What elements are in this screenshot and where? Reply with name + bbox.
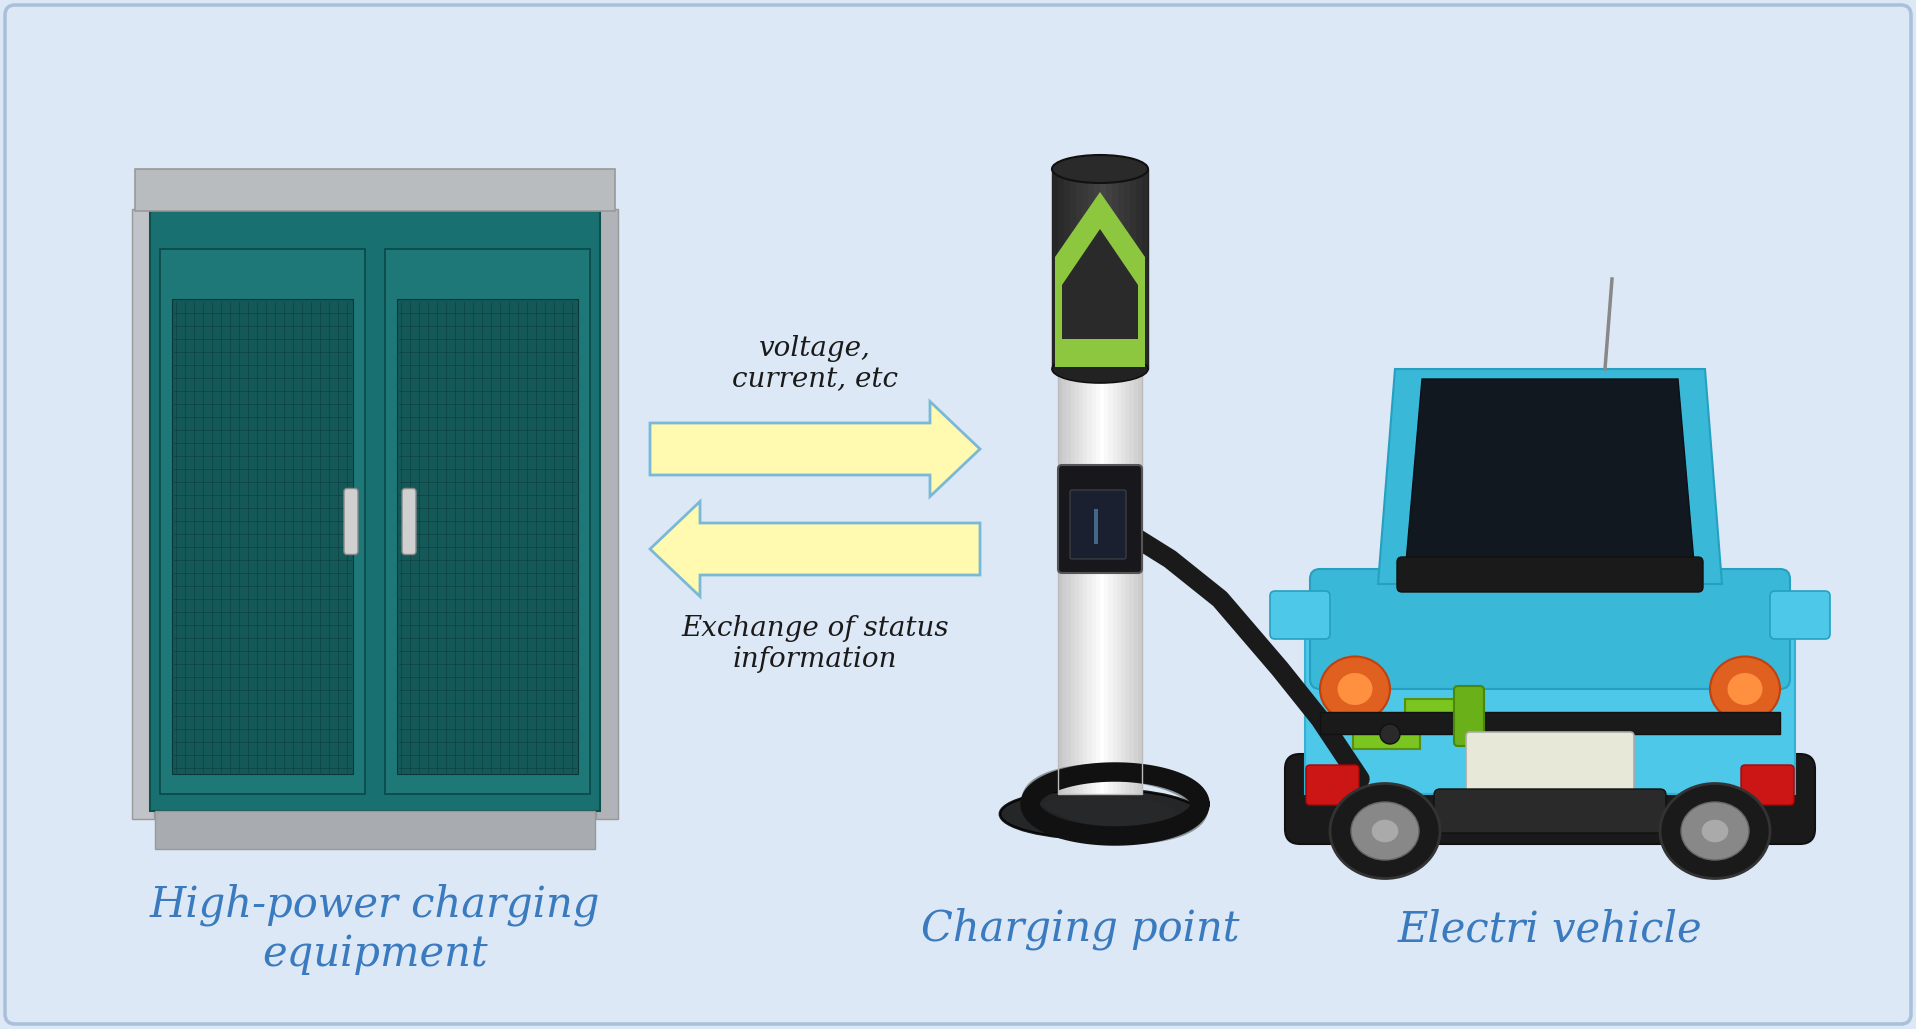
Bar <box>1088 169 1094 369</box>
Bar <box>1083 374 1088 794</box>
Ellipse shape <box>1320 657 1389 721</box>
Bar <box>1142 169 1148 369</box>
Bar <box>1129 374 1134 794</box>
Ellipse shape <box>1025 796 1175 831</box>
Ellipse shape <box>1701 819 1728 843</box>
Bar <box>1320 712 1780 734</box>
Bar <box>132 209 153 819</box>
Bar <box>385 249 590 794</box>
Bar <box>1111 169 1119 369</box>
Polygon shape <box>1404 379 1696 574</box>
Bar <box>1125 169 1130 369</box>
FancyBboxPatch shape <box>1270 591 1330 639</box>
Ellipse shape <box>1351 802 1420 860</box>
Ellipse shape <box>1052 355 1148 383</box>
Bar <box>1083 169 1088 369</box>
Polygon shape <box>1061 229 1138 339</box>
Bar <box>149 211 600 811</box>
Text: High-power charging
equipment: High-power charging equipment <box>149 884 600 974</box>
FancyBboxPatch shape <box>1058 465 1142 573</box>
FancyBboxPatch shape <box>1454 686 1485 746</box>
Bar <box>161 249 366 794</box>
Bar <box>172 299 353 774</box>
Bar <box>1077 169 1083 369</box>
Polygon shape <box>1378 369 1722 584</box>
Bar <box>1138 374 1142 794</box>
Bar <box>1104 374 1107 794</box>
Bar <box>1107 374 1113 794</box>
FancyBboxPatch shape <box>1742 765 1793 805</box>
FancyBboxPatch shape <box>402 489 416 555</box>
Bar <box>1092 374 1096 794</box>
Bar <box>1100 169 1106 369</box>
Ellipse shape <box>1372 819 1399 843</box>
Bar <box>1136 169 1142 369</box>
Ellipse shape <box>1052 155 1148 183</box>
Bar <box>1071 374 1075 794</box>
Bar <box>155 811 596 849</box>
Ellipse shape <box>1337 673 1372 705</box>
Text: Charging point: Charging point <box>922 908 1240 950</box>
FancyBboxPatch shape <box>1397 557 1703 592</box>
Polygon shape <box>1305 584 1795 794</box>
Bar <box>1052 169 1148 369</box>
Bar <box>1094 509 1098 544</box>
FancyBboxPatch shape <box>1069 490 1127 559</box>
Bar <box>1079 374 1083 794</box>
FancyArrow shape <box>650 501 979 597</box>
Bar <box>1117 374 1121 794</box>
Bar <box>1100 374 1104 794</box>
Bar <box>1058 374 1061 794</box>
Bar <box>1069 169 1077 369</box>
FancyBboxPatch shape <box>1286 754 1814 844</box>
FancyBboxPatch shape <box>345 489 358 555</box>
Ellipse shape <box>1659 783 1770 879</box>
Ellipse shape <box>1000 789 1199 839</box>
FancyArrow shape <box>650 401 979 497</box>
Polygon shape <box>1353 699 1460 749</box>
Ellipse shape <box>1680 802 1749 860</box>
Bar <box>134 169 615 211</box>
Bar <box>1061 374 1067 794</box>
Bar <box>1125 374 1129 794</box>
FancyBboxPatch shape <box>1770 591 1830 639</box>
Polygon shape <box>1056 192 1146 367</box>
Bar <box>1094 169 1100 369</box>
Bar <box>1063 169 1069 369</box>
Bar <box>397 299 579 774</box>
Bar <box>1130 169 1136 369</box>
Ellipse shape <box>1709 657 1780 721</box>
Bar <box>1067 374 1071 794</box>
FancyBboxPatch shape <box>1466 732 1634 795</box>
Ellipse shape <box>1728 673 1763 705</box>
Bar <box>1088 374 1092 794</box>
Text: Exchange of status
information: Exchange of status information <box>682 615 948 673</box>
Bar <box>1119 169 1125 369</box>
Bar <box>1106 169 1111 369</box>
Bar <box>1058 374 1142 794</box>
Bar <box>1058 169 1063 369</box>
Bar <box>1121 374 1125 794</box>
Text: voltage,
current, etc: voltage, current, etc <box>732 334 899 393</box>
Circle shape <box>1380 724 1401 744</box>
Bar <box>1113 374 1117 794</box>
FancyBboxPatch shape <box>1311 569 1790 689</box>
Bar <box>1075 374 1079 794</box>
Bar <box>1134 374 1138 794</box>
FancyBboxPatch shape <box>1307 765 1358 805</box>
Bar <box>1096 374 1100 794</box>
Text: Electri vehicle: Electri vehicle <box>1397 908 1701 950</box>
Ellipse shape <box>1330 783 1441 879</box>
FancyBboxPatch shape <box>1433 789 1667 833</box>
Bar <box>1052 169 1058 369</box>
FancyBboxPatch shape <box>6 5 1910 1024</box>
Bar <box>596 209 619 819</box>
